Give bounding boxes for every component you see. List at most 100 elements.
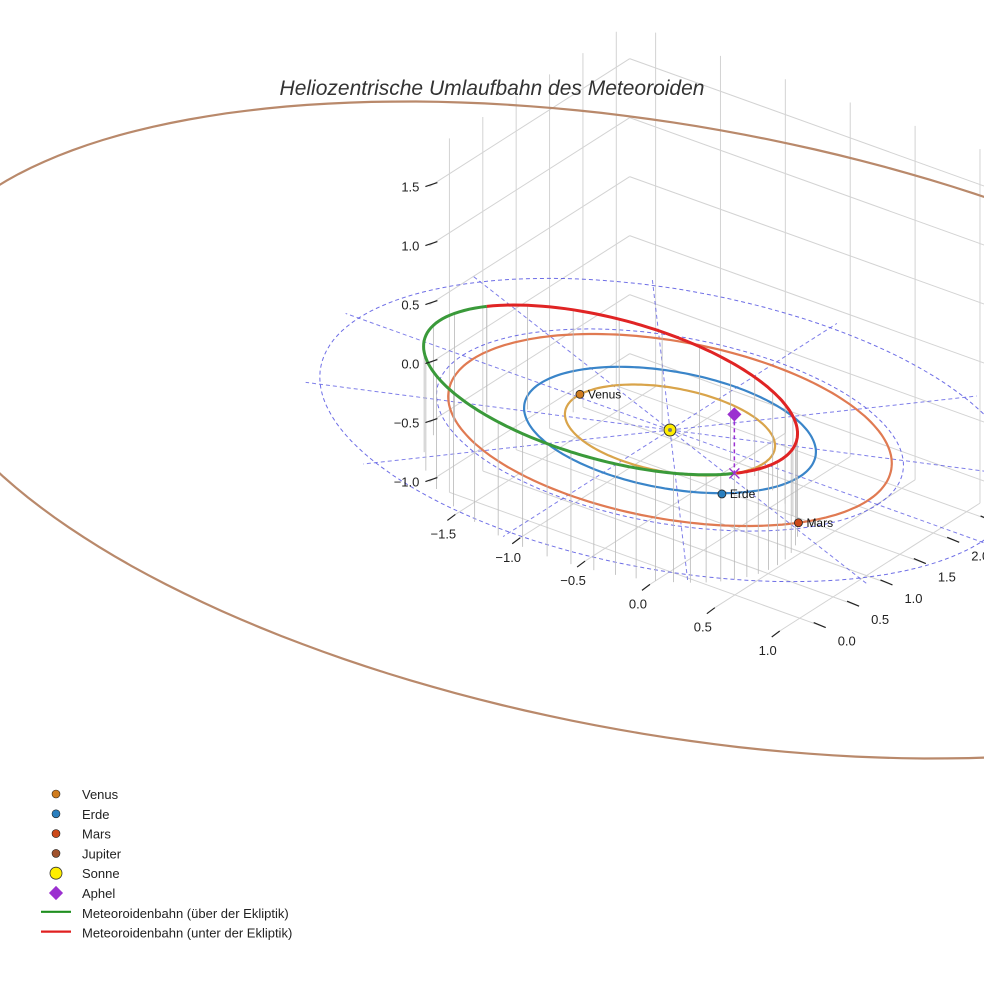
- legend: Venus Erde Mars Jupiter Sonne Aphel Meteoroide…: [41, 787, 292, 941]
- x-tick-label: −0.5: [560, 573, 586, 588]
- legend-marker-aphel: [48, 885, 64, 901]
- grid-line: [549, 427, 926, 565]
- reference-spoke: [345, 312, 671, 431]
- grid-line: [449, 491, 826, 629]
- grid-line: [516, 449, 893, 586]
- z-tick-label: −0.5: [394, 416, 420, 431]
- z-tick-mark: [425, 181, 438, 188]
- meteoroid-orbit: [422, 303, 799, 477]
- x-tick-mark: [446, 513, 456, 521]
- reference-spoke: [502, 429, 671, 537]
- y-tick-label: 0.0: [838, 634, 856, 649]
- planet-orbits: [0, 100, 984, 760]
- orbit-jupiter: [0, 100, 984, 760]
- legend-label: Aphel: [82, 886, 115, 901]
- grid-line: [629, 235, 984, 364]
- reference-spoke: [651, 279, 671, 431]
- grid-line: [649, 456, 851, 585]
- x-tick-label: 0.5: [694, 620, 712, 635]
- z-tick-mark: [425, 299, 438, 306]
- legend-marker-erde: [51, 809, 61, 819]
- grid-line: [429, 235, 630, 364]
- grid-line: [429, 176, 630, 305]
- legend-label: Erde: [82, 807, 109, 822]
- z-tick-label: 0.5: [401, 298, 419, 313]
- x-tick-mark: [771, 630, 781, 638]
- reference-ring: [319, 277, 984, 583]
- meteoroid-drop-lines: [423, 305, 798, 583]
- grid-line: [429, 58, 630, 187]
- planet-marker-venus: [575, 389, 585, 399]
- y-tick-mark: [980, 515, 984, 519]
- reference-spoke: [669, 429, 984, 544]
- reference-spoke: [669, 429, 984, 472]
- grid-line: [629, 353, 984, 482]
- z-tick-mark: [425, 476, 438, 483]
- x-tick-mark: [641, 583, 651, 591]
- reference-spoke: [669, 395, 977, 431]
- grid-line: [519, 409, 721, 539]
- grid-line: [429, 117, 630, 246]
- grid-line: [629, 58, 984, 187]
- x-tick-label: 0.0: [629, 596, 647, 611]
- sun-core: [668, 428, 672, 432]
- y-tick-mark: [946, 536, 960, 543]
- grid-line: [582, 406, 960, 543]
- legend-label: Mars: [82, 827, 111, 842]
- planet-markers: Venus Erde Mars: [575, 387, 833, 530]
- legend-marker-jupiter: [51, 849, 61, 858]
- grid-line: [482, 470, 860, 607]
- legend-label: Jupiter: [82, 846, 122, 861]
- y-tick-mark: [813, 621, 826, 629]
- z-tick-mark: [425, 417, 438, 424]
- legend-label: Meteoroidenbahn (unter der Ekliptik): [82, 926, 292, 941]
- z-tick-label: 1.5: [401, 180, 419, 195]
- grid-line: [629, 176, 984, 305]
- aphel-projection-marker: [728, 467, 740, 479]
- grid-line: [629, 294, 984, 423]
- z-tick-label: −1.0: [394, 475, 420, 490]
- x-tick-label: 1.0: [759, 643, 777, 658]
- meteoroid-orbit-above: [422, 304, 735, 477]
- z-tick-mark: [425, 358, 438, 365]
- aphel-marker: [727, 407, 742, 422]
- y-tick-label: 1.0: [904, 591, 922, 606]
- y-tick-label: 1.5: [938, 570, 956, 585]
- x-tick-mark: [576, 560, 586, 568]
- reference-spoke: [363, 429, 671, 465]
- ecliptic-reference-rings: [305, 275, 984, 585]
- legend-marker-mars: [51, 829, 61, 838]
- planet-marker-mars: [794, 518, 803, 528]
- x-tick-label: −1.0: [495, 550, 521, 565]
- x-tick-label: −1.5: [431, 526, 457, 541]
- chart-title: Heliozentrische Umlaufbahn des Meteoroid…: [280, 77, 705, 100]
- legend-marker-venus: [51, 789, 61, 799]
- z-tick-label: 1.0: [401, 239, 419, 254]
- grid-line: [429, 353, 630, 482]
- x-tick-mark: [511, 537, 521, 545]
- y-tick-mark: [913, 558, 927, 565]
- reference-spoke: [669, 429, 689, 581]
- axis-ticks: −1.0 −0.5 0.0 0.5 1.0 1.5 −1.5 −1.0 −0.5 0.0 0.5 1.…: [394, 180, 984, 658]
- grid-line: [629, 117, 984, 246]
- y-tick-mark: [880, 579, 893, 586]
- legend-label: Sonne: [82, 866, 120, 881]
- grid-line: [779, 502, 981, 632]
- z-tick-mark: [425, 240, 438, 247]
- grid-line: [616, 385, 984, 519]
- planet-label-erde: Erde: [730, 487, 756, 501]
- y-tick-label: 2.0: [971, 548, 984, 563]
- meteoroid-orbit-below: [486, 303, 799, 475]
- planet-label-venus: Venus: [588, 387, 621, 401]
- orbit-mars: [447, 332, 893, 528]
- planet-label-mars: Mars: [806, 516, 833, 530]
- axis-grid: [429, 31, 984, 632]
- z-tick-label: 0.0: [401, 357, 419, 372]
- planet-marker-erde: [717, 489, 727, 499]
- legend-marker-sonne: [49, 866, 63, 880]
- grid-line: [584, 432, 786, 562]
- legend-label: Venus: [82, 787, 119, 802]
- y-tick-mark: [846, 600, 860, 607]
- y-tick-label: 0.5: [871, 612, 889, 627]
